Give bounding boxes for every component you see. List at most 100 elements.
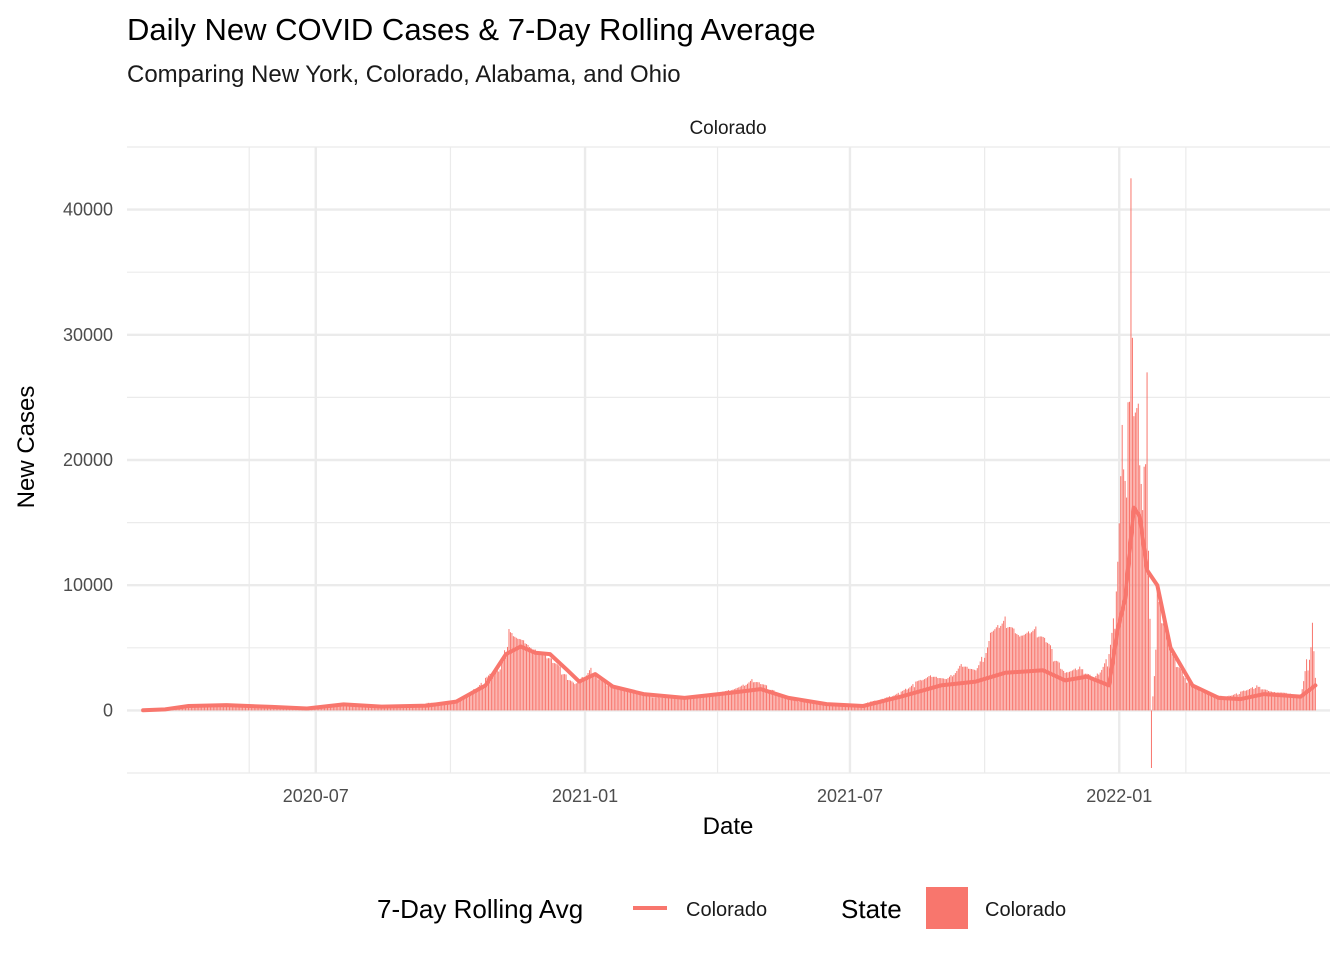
daily-bar — [470, 691, 472, 711]
daily-bar — [934, 676, 936, 711]
daily-bar — [978, 665, 980, 711]
daily-bar — [941, 678, 943, 711]
daily-bar — [1095, 675, 1097, 711]
daily-bar — [442, 702, 444, 711]
daily-bar — [212, 704, 214, 711]
daily-bar — [550, 658, 552, 711]
daily-bar — [714, 694, 716, 711]
daily-bar — [1134, 412, 1136, 711]
daily-bar — [1289, 693, 1291, 711]
daily-bar — [944, 678, 946, 711]
x-tick-labels: 2020-07 2021-01 2021-07 2022-01 — [283, 786, 1153, 806]
daily-bar — [644, 695, 646, 711]
daily-bar — [1218, 695, 1220, 711]
daily-bar — [638, 694, 640, 711]
daily-bar — [786, 697, 788, 711]
daily-bar — [439, 702, 441, 711]
daily-bar — [738, 687, 740, 711]
daily-bar — [577, 682, 579, 711]
daily-bar — [258, 706, 260, 711]
daily-bar — [710, 694, 712, 711]
daily-bar — [659, 697, 661, 711]
daily-bar — [706, 695, 708, 711]
daily-bar — [602, 680, 604, 711]
daily-bar — [1150, 710, 1152, 768]
daily-bar — [1096, 673, 1098, 711]
daily-bar — [556, 664, 558, 711]
daily-bar — [748, 682, 750, 711]
daily-bar — [1092, 677, 1094, 711]
daily-bar — [970, 668, 972, 711]
daily-bar — [821, 704, 823, 711]
daily-bar — [910, 685, 912, 711]
daily-bar — [761, 684, 763, 711]
daily-bar — [872, 700, 874, 711]
daily-bar — [773, 690, 775, 711]
daily-bar — [632, 691, 634, 711]
daily-bar — [199, 705, 201, 711]
daily-bar — [948, 676, 950, 711]
daily-bar — [436, 702, 438, 711]
daily-bar — [492, 673, 494, 711]
daily-bar — [684, 697, 686, 711]
daily-bar — [1213, 695, 1215, 711]
daily-bar — [991, 631, 993, 711]
daily-bar — [903, 689, 905, 711]
daily-bar — [545, 652, 547, 711]
daily-bar — [507, 646, 509, 711]
daily-bar — [1048, 643, 1050, 711]
daily-bar — [565, 674, 567, 711]
daily-bar — [764, 684, 766, 711]
daily-bar — [366, 705, 368, 711]
daily-bar — [858, 705, 860, 711]
daily-bar — [698, 696, 700, 711]
daily-bar — [389, 706, 391, 711]
daily-bar — [912, 684, 914, 711]
daily-bar — [250, 706, 252, 711]
daily-bar — [937, 678, 939, 711]
daily-bar — [804, 701, 806, 711]
daily-bar — [938, 678, 940, 711]
daily-bar — [820, 704, 822, 711]
daily-bar — [627, 689, 629, 711]
daily-bar — [480, 682, 482, 711]
daily-bar — [603, 681, 605, 711]
daily-bar — [732, 689, 734, 711]
daily-bar — [929, 675, 931, 711]
daily-bar — [906, 689, 908, 711]
daily-bar — [403, 706, 405, 711]
daily-bar — [461, 698, 463, 711]
daily-bar — [1292, 694, 1294, 711]
daily-bar — [815, 703, 817, 711]
daily-bar — [204, 705, 206, 711]
daily-bar — [678, 697, 680, 711]
daily-bar — [514, 636, 516, 711]
daily-bar — [392, 706, 394, 711]
daily-bar — [785, 697, 787, 711]
daily-bar — [770, 689, 772, 711]
daily-bar — [463, 697, 465, 711]
daily-bar — [597, 679, 599, 711]
chart-title: Daily New COVID Cases & 7-Day Rolling Av… — [127, 12, 816, 47]
daily-bar — [1136, 408, 1138, 711]
daily-bar — [1191, 686, 1193, 711]
daily-bar — [518, 638, 520, 711]
daily-bar — [1039, 636, 1041, 711]
daily-bar — [752, 682, 754, 711]
daily-bar — [483, 684, 485, 711]
y-axis-title: New Cases — [13, 386, 40, 509]
facet-strip-label: Colorado — [689, 118, 766, 139]
daily-bar — [1262, 689, 1264, 711]
daily-bar — [1250, 688, 1252, 711]
daily-bar — [1306, 659, 1308, 711]
daily-bar — [464, 695, 466, 711]
daily-bar — [1093, 677, 1095, 711]
daily-bar — [1266, 689, 1268, 711]
x-axis-title: Date — [703, 813, 754, 840]
daily-bar — [467, 696, 469, 711]
daily-bar — [523, 640, 525, 711]
daily-bar — [239, 705, 241, 711]
daily-bar — [956, 671, 958, 711]
daily-bar — [237, 705, 239, 711]
